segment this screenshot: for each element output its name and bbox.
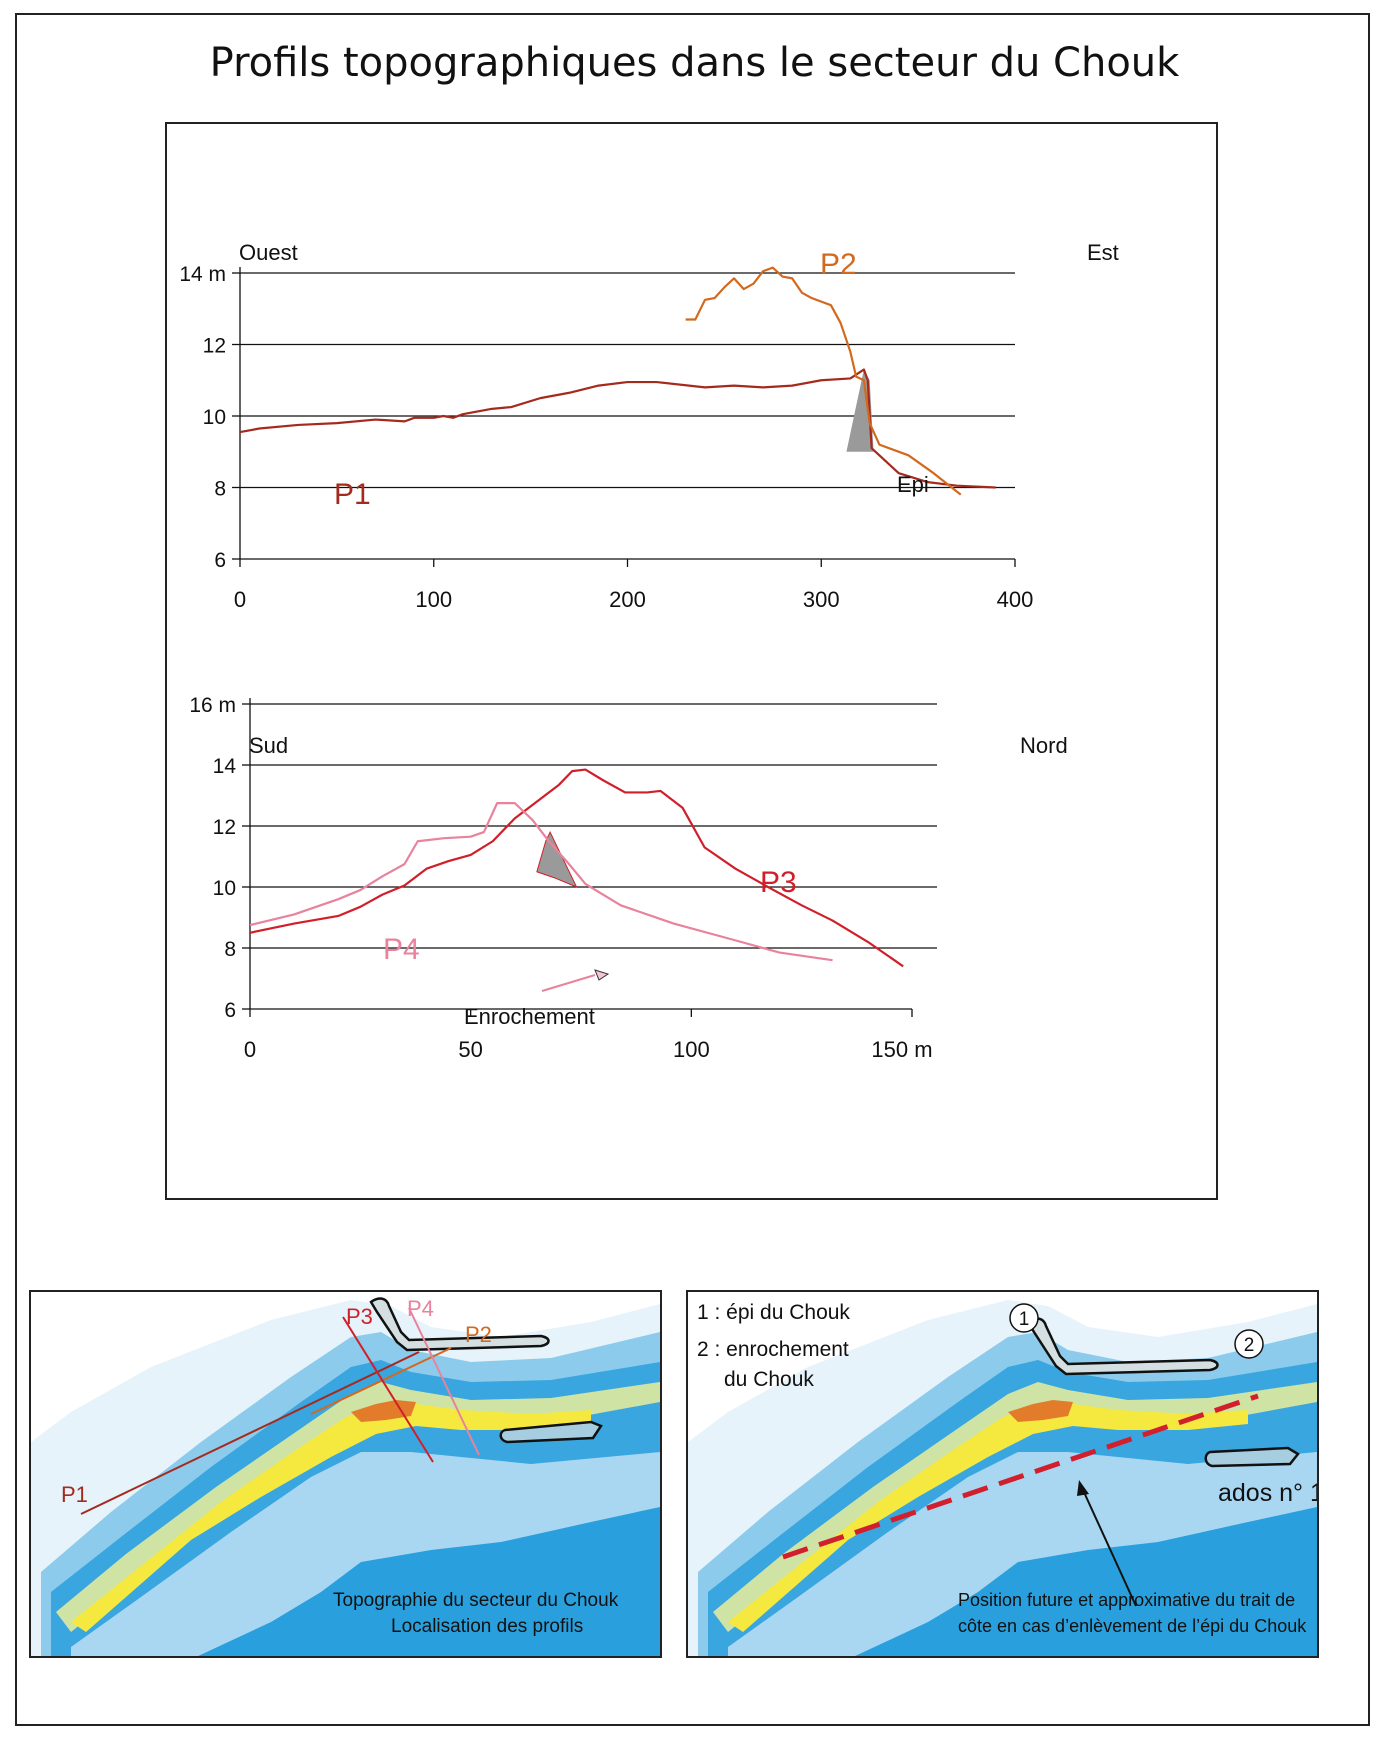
c2-y-tick-label: 14 bbox=[213, 755, 237, 778]
legend-enrochement: 2 : enrochement bbox=[697, 1338, 849, 1361]
marker-1-circle bbox=[1009, 1303, 1039, 1333]
shoreline-arrowhead bbox=[1077, 1480, 1089, 1496]
map-label-p1: P1 bbox=[61, 1482, 88, 1507]
c2-x-tick-label: 50 bbox=[458, 1037, 482, 1062]
series-label-p1: P1 bbox=[334, 478, 371, 511]
chart2-y-ticks: 6 8 10 12 14 16 m bbox=[189, 694, 236, 1022]
c2-y-tick-label: 12 bbox=[213, 816, 236, 839]
chart1-series bbox=[239, 266, 996, 496]
series-label-p4: P4 bbox=[383, 933, 420, 966]
map-profile-locations: P1 P2 P3 P4 Topographie du secteur du Ch… bbox=[29, 1290, 662, 1658]
series-line-p3 bbox=[249, 768, 904, 968]
chart1-y-ticks: 6 8 10 12 14 m bbox=[179, 263, 226, 572]
epi-groyne bbox=[369, 1297, 550, 1352]
profile-line-p3 bbox=[342, 1316, 434, 1463]
epi-label: Epi bbox=[897, 472, 929, 497]
profile-line-p4 bbox=[408, 1307, 480, 1456]
c1-x-tick-label: 300 bbox=[803, 587, 840, 612]
c1-x-tick-label: 400 bbox=[997, 587, 1034, 612]
marker-2-circle bbox=[1234, 1329, 1264, 1359]
profile-line-p2 bbox=[310, 1347, 452, 1415]
c1-y-tick-label: 14 m bbox=[179, 263, 226, 286]
ados-structure bbox=[499, 1420, 603, 1444]
chart1-axes bbox=[232, 267, 1016, 567]
series-label-p3: P3 bbox=[760, 866, 797, 899]
c2-x-tick-label: 0 bbox=[244, 1037, 256, 1062]
profile-chart-p3-p4: Sud Nord 6 8 10 12 14 16 m 0 50 100 150 m Enroch… bbox=[189, 694, 1067, 1062]
map-label-p3: P3 bbox=[346, 1304, 373, 1329]
enrochement-structure bbox=[536, 830, 578, 888]
profile-line-p1 bbox=[80, 1351, 420, 1515]
c1-x-tick-label: 0 bbox=[234, 587, 246, 612]
ados-structure-right bbox=[1204, 1446, 1300, 1468]
map-left-caption-line2: Localisation des profils bbox=[391, 1616, 583, 1637]
c1-x-tick-label: 200 bbox=[609, 587, 646, 612]
profile-chart-p1-p2: Ouest Est 6 8 10 12 14 m 0 100 200 300 400 Epi P… bbox=[179, 240, 1118, 612]
chart2-series bbox=[249, 768, 904, 968]
map-right-caption-line2: côte en cas d’enlèvement de l’épi du Cho… bbox=[958, 1616, 1307, 1636]
chart2-north-label: Nord bbox=[1020, 733, 1068, 758]
marker-1-label: 1 bbox=[1019, 1309, 1030, 1330]
map-label-p4: P4 bbox=[407, 1296, 434, 1321]
future-shoreline-line bbox=[782, 1393, 1259, 1560]
c2-x-tick-label: 150 m bbox=[871, 1037, 932, 1062]
series-line-p4 bbox=[249, 802, 833, 962]
c1-y-tick-label: 10 bbox=[203, 406, 226, 429]
c2-y-tick-label: 16 m bbox=[189, 694, 236, 717]
shoreline-pointer bbox=[1082, 1489, 1137, 1607]
profiles-panel: Ouest Est 6 8 10 12 14 m 0 100 200 300 400 Epi P… bbox=[165, 122, 1218, 1200]
chart1-west-label: Ouest bbox=[239, 240, 298, 265]
marker-2-label: 2 bbox=[1244, 1335, 1255, 1356]
enrochement-pointer bbox=[541, 974, 596, 992]
figure-frame bbox=[15, 13, 1370, 1726]
topography-map-left: P1 P2 P3 P4 Topographie du secteur du Ch… bbox=[31, 1296, 660, 1656]
c2-y-tick-label: 8 bbox=[224, 938, 236, 961]
c1-y-tick-label: 6 bbox=[214, 549, 226, 572]
series-label-p2: P2 bbox=[820, 248, 857, 281]
legend-epi: 1 : épi du Chouk bbox=[697, 1301, 850, 1324]
chart1-x-ticks: 0 100 200 300 400 bbox=[234, 587, 1033, 612]
c1-y-tick-label: 8 bbox=[214, 478, 226, 501]
chart2-x-ticks: 0 50 100 150 m bbox=[244, 1037, 933, 1062]
c1-x-tick-label: 100 bbox=[415, 587, 452, 612]
series-line-p1 bbox=[239, 368, 996, 489]
legend-enrochement-cont: du Chouk bbox=[724, 1368, 814, 1391]
chart2-axes bbox=[242, 698, 913, 1017]
topography-map-right: 1 2 1 : épi du Chouk 2 : enrochement du … bbox=[688, 1300, 1317, 1656]
chart2-south-label: Sud bbox=[249, 733, 288, 758]
c2-y-tick-label: 10 bbox=[213, 877, 236, 900]
chart2-gridlines bbox=[250, 703, 937, 949]
ados-label: ados n° 1 bbox=[1218, 1479, 1317, 1507]
epi-structure bbox=[846, 369, 874, 452]
coast-topography-right bbox=[688, 1300, 1317, 1656]
enrochement-label: Enrochement bbox=[464, 1004, 595, 1029]
figure-title: Profils topographiques dans le secteur d… bbox=[209, 40, 1180, 86]
c2-y-tick-label: 6 bbox=[224, 999, 236, 1022]
map-label-p2: P2 bbox=[465, 1322, 492, 1347]
c1-y-tick-label: 12 bbox=[203, 335, 226, 358]
map-future-shoreline: 1 2 1 : épi du Chouk 2 : enrochement du … bbox=[686, 1290, 1319, 1658]
chart1-east-label: Est bbox=[1087, 240, 1119, 265]
series-line-p2 bbox=[685, 266, 962, 496]
enrochement-arrow bbox=[594, 969, 610, 981]
map-right-caption-line1: Position future et approximative du trai… bbox=[958, 1590, 1295, 1610]
chart1-gridlines bbox=[240, 272, 1015, 489]
map-left-caption-line1: Topographie du secteur du Chouk bbox=[333, 1590, 619, 1611]
c2-x-tick-label: 100 bbox=[673, 1037, 710, 1062]
